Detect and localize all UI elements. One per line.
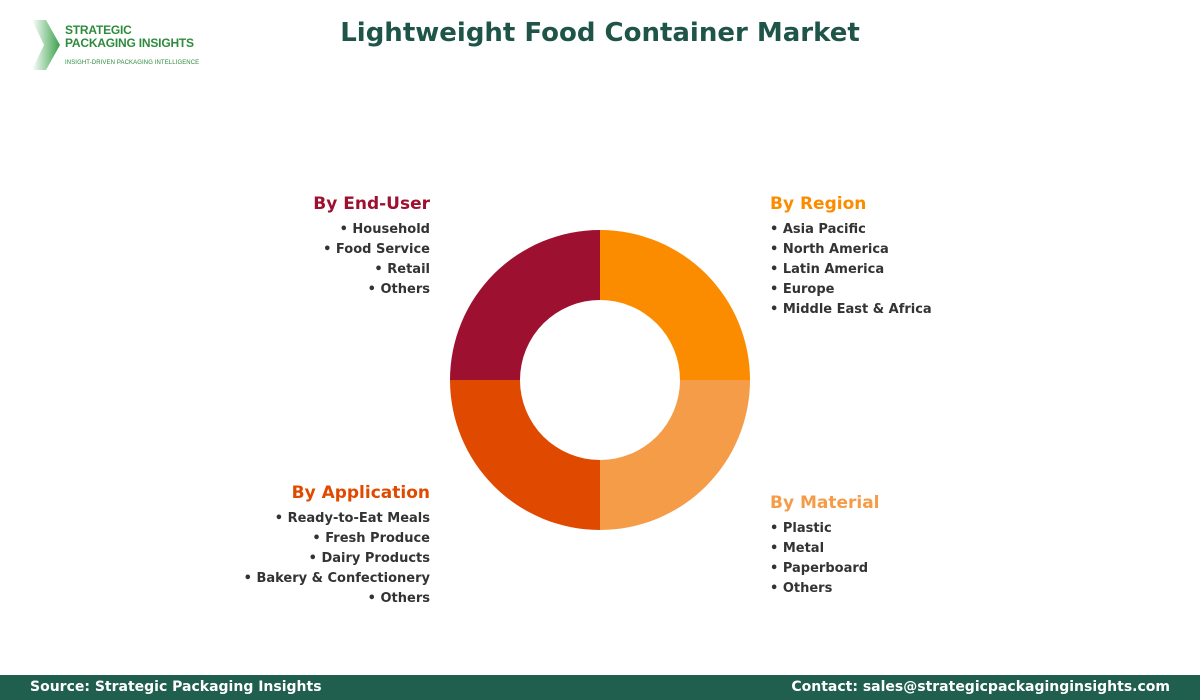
- segment-item: Others: [230, 280, 431, 300]
- segment-material: By Material Plastic Metal Paperboard Oth…: [770, 493, 1030, 599]
- segment-list-application: Ready-to-Eat Meals Fresh Produce Dairy P…: [200, 509, 430, 609]
- segment-heading-end-user: By End-User: [313, 194, 430, 214]
- segment-application: By Application Ready-to-Eat Meals Fresh …: [200, 483, 430, 609]
- segment-item: Bakery & Confectionery: [200, 569, 430, 589]
- logo-text-line2: PACKAGING INSIGHTS: [65, 36, 194, 50]
- logo-text-line1: STRATEGIC: [65, 23, 132, 37]
- segment-item: Middle East & Africa: [770, 300, 1030, 320]
- segment-heading-material: By Material: [770, 493, 880, 513]
- segment-region: By Region Asia Pacific North America Lat…: [770, 194, 1030, 320]
- segment-heading-region: By Region: [770, 194, 867, 214]
- donut-slice-application: [450, 380, 600, 530]
- segment-item: Metal: [770, 539, 1030, 559]
- segment-item: Plastic: [770, 519, 1030, 539]
- logo-chevron-icon: [32, 20, 60, 70]
- donut-slice-end-user: [450, 230, 600, 380]
- segment-item: Others: [770, 579, 1030, 599]
- segment-item: Dairy Products: [200, 549, 430, 569]
- segment-list-end-user: Household Food Service Retail Others: [230, 220, 430, 300]
- segment-item: Retail: [230, 260, 430, 280]
- segment-end-user: By End-User Household Food Service Retai…: [230, 194, 430, 300]
- segment-donut: [450, 230, 750, 530]
- segment-item: Household: [230, 220, 430, 240]
- segment-item: Latin America: [770, 260, 1030, 280]
- segment-list-region: Asia Pacific North America Latin America…: [770, 220, 1030, 320]
- segment-item: Food Service: [230, 240, 430, 260]
- segment-item: Asia Pacific: [770, 220, 1030, 240]
- donut-slice-region: [600, 230, 750, 380]
- footer-bar: Source: Strategic Packaging Insights Con…: [0, 675, 1200, 700]
- footer-contact[interactable]: Contact: sales@strategicpackaginginsight…: [791, 679, 1170, 695]
- segment-item: Fresh Produce: [200, 529, 430, 549]
- segment-item: Ready-to-Eat Meals: [200, 509, 430, 529]
- donut-slice-material: [600, 380, 750, 530]
- segment-item: Others: [200, 589, 431, 609]
- segment-item: Europe: [770, 280, 1030, 300]
- company-logo: STRATEGIC PACKAGING INSIGHTS INSIGHT-DRI…: [30, 18, 200, 72]
- footer-source: Source: Strategic Packaging Insights: [30, 679, 322, 695]
- segment-item: North America: [770, 240, 1030, 260]
- segment-item: Paperboard: [770, 559, 1030, 579]
- logo-tagline: INSIGHT-DRIVEN PACKAGING INTELLIGENCE: [65, 60, 200, 66]
- segment-heading-application: By Application: [291, 483, 430, 503]
- segment-list-material: Plastic Metal Paperboard Others: [770, 519, 1030, 599]
- page-title: Lightweight Food Container Market: [340, 18, 860, 48]
